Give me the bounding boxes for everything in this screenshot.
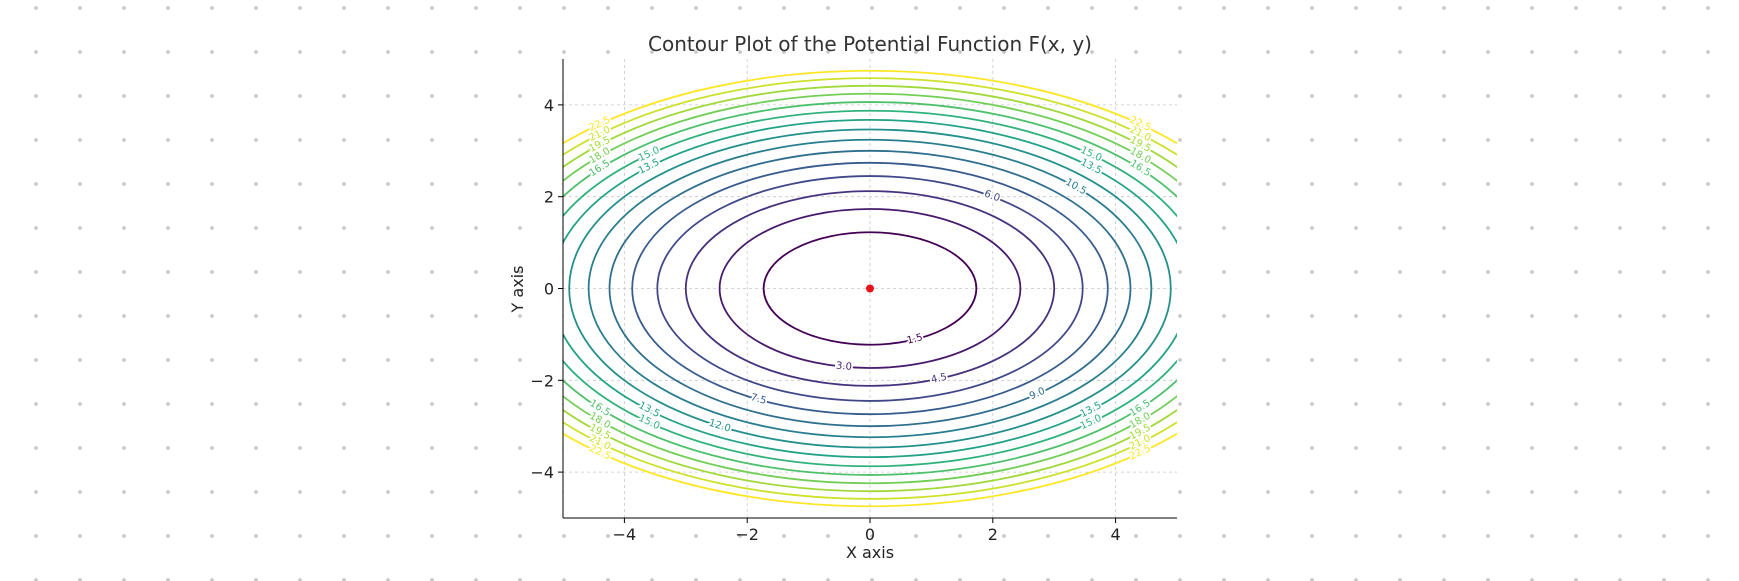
contour-label: 3.0 bbox=[835, 361, 852, 373]
contour-line bbox=[563, 101, 1177, 476]
contour-line bbox=[684, 190, 1056, 387]
y-tick-label: 0 bbox=[544, 280, 554, 299]
chart-title: Contour Plot of the Potential Function F… bbox=[648, 32, 1092, 56]
x-ticks: −4 −2 0 2 4 bbox=[613, 518, 1121, 544]
x-axis-label: X axis bbox=[846, 543, 894, 562]
origin-marker bbox=[866, 284, 874, 293]
contour-line bbox=[656, 175, 1084, 402]
y-tick-label: −4 bbox=[530, 463, 554, 482]
contour-line bbox=[718, 208, 1022, 369]
x-tick-label: 4 bbox=[1111, 525, 1121, 544]
contour-lines bbox=[563, 69, 1177, 508]
x-tick-label: 0 bbox=[865, 525, 875, 544]
contour-line bbox=[762, 231, 978, 346]
x-tick-label: 2 bbox=[988, 525, 998, 544]
y-tick-label: 2 bbox=[544, 188, 554, 207]
contour-label: 4.5 bbox=[930, 372, 948, 386]
contour-line bbox=[563, 77, 1177, 500]
contour-line bbox=[631, 161, 1109, 416]
x-tick-label: −4 bbox=[613, 525, 637, 544]
y-tick-label: 4 bbox=[544, 96, 554, 115]
contour-line bbox=[563, 92, 1177, 485]
contour-line bbox=[563, 109, 1177, 468]
contour-line bbox=[563, 84, 1177, 493]
y-axis-label: Y axis bbox=[508, 266, 527, 314]
contour-line bbox=[608, 149, 1132, 428]
y-ticks: −4 −2 0 2 4 bbox=[530, 96, 563, 482]
contour-line bbox=[587, 138, 1153, 439]
contour-line bbox=[563, 119, 1177, 458]
y-tick-label: −2 bbox=[530, 371, 554, 390]
contour-line bbox=[568, 128, 1172, 449]
contour-line bbox=[563, 69, 1177, 508]
x-tick-label: −2 bbox=[735, 525, 759, 544]
